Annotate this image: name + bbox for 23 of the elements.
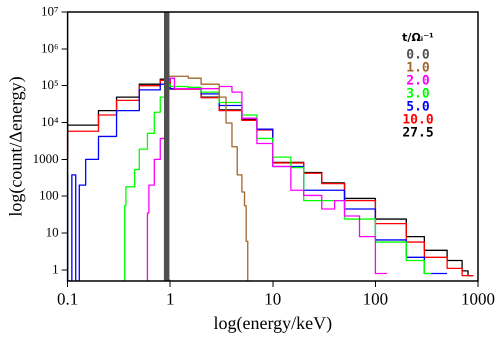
y-tick-label: 100 bbox=[39, 188, 59, 203]
x-tick-label: 10 bbox=[264, 290, 282, 309]
text: 1.0 bbox=[406, 60, 430, 76]
text: 10.0 bbox=[402, 112, 434, 128]
x-axis-title: log(energy/keV) bbox=[213, 312, 332, 333]
x-tick-label: 1 bbox=[166, 290, 174, 309]
y-tick-label: 1 bbox=[52, 261, 59, 276]
x-tick-label: 100 bbox=[362, 290, 388, 309]
legend-title: t/Ωᵢ⁻¹ bbox=[402, 30, 434, 44]
y-tick-label: 10⁴ bbox=[41, 114, 60, 129]
y-tick-label: 10 bbox=[46, 224, 59, 240]
y-tick-label: 1000 bbox=[32, 150, 59, 166]
x-tick-label: 1000 bbox=[461, 290, 495, 309]
y-tick-label: 10⁶ bbox=[41, 40, 59, 56]
x-tick-label: 0.1 bbox=[56, 290, 78, 309]
y-axis-title: log(count/Δenergy) bbox=[6, 76, 26, 217]
text: 27.5 bbox=[402, 125, 434, 140]
text: 2.0 bbox=[406, 73, 430, 88]
text: 5.0 bbox=[406, 99, 430, 114]
text: 0.0 bbox=[406, 47, 430, 62]
y-tick-label: 10⁵ bbox=[41, 77, 59, 92]
text: 3.0 bbox=[406, 86, 430, 102]
y-tick-label: 10⁷ bbox=[41, 3, 59, 18]
